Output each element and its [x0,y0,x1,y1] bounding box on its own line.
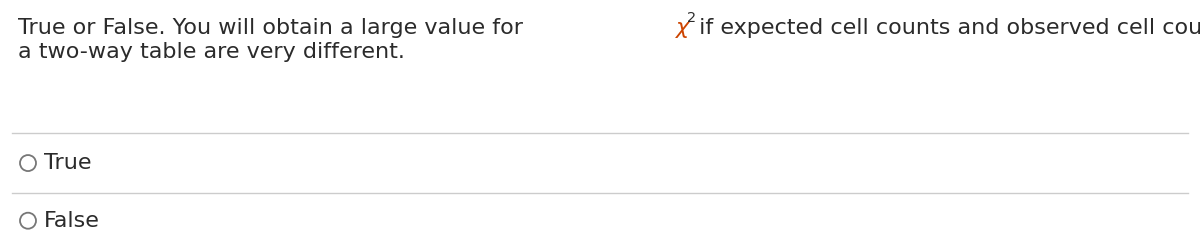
Text: False: False [44,211,100,231]
Text: χ: χ [676,18,689,38]
Text: if expected cell counts and observed cell counts in any cell of: if expected cell counts and observed cel… [691,18,1200,38]
Text: True or False. You will obtain a large value for: True or False. You will obtain a large v… [18,18,530,38]
Text: a two-way table are very different.: a two-way table are very different. [18,42,404,62]
Text: True: True [44,153,91,173]
Text: 2: 2 [688,11,696,25]
